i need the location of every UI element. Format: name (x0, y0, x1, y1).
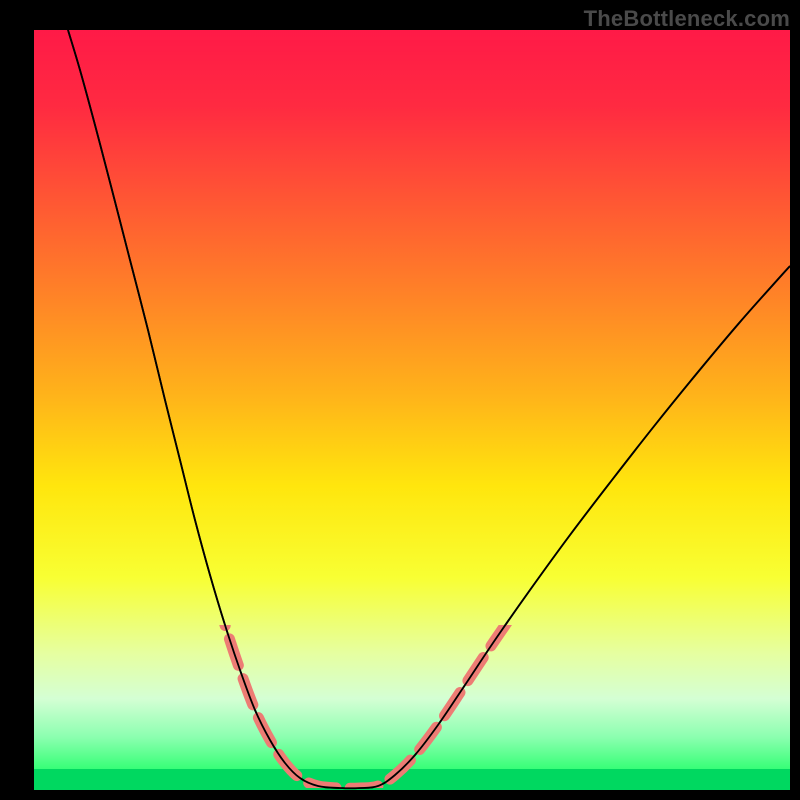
chart-stage: TheBottleneck.com (0, 0, 800, 800)
gradient-plot-area (34, 30, 790, 790)
watermark-text: TheBottleneck.com (584, 6, 790, 32)
green-band (34, 769, 790, 790)
chart-svg (0, 0, 800, 800)
